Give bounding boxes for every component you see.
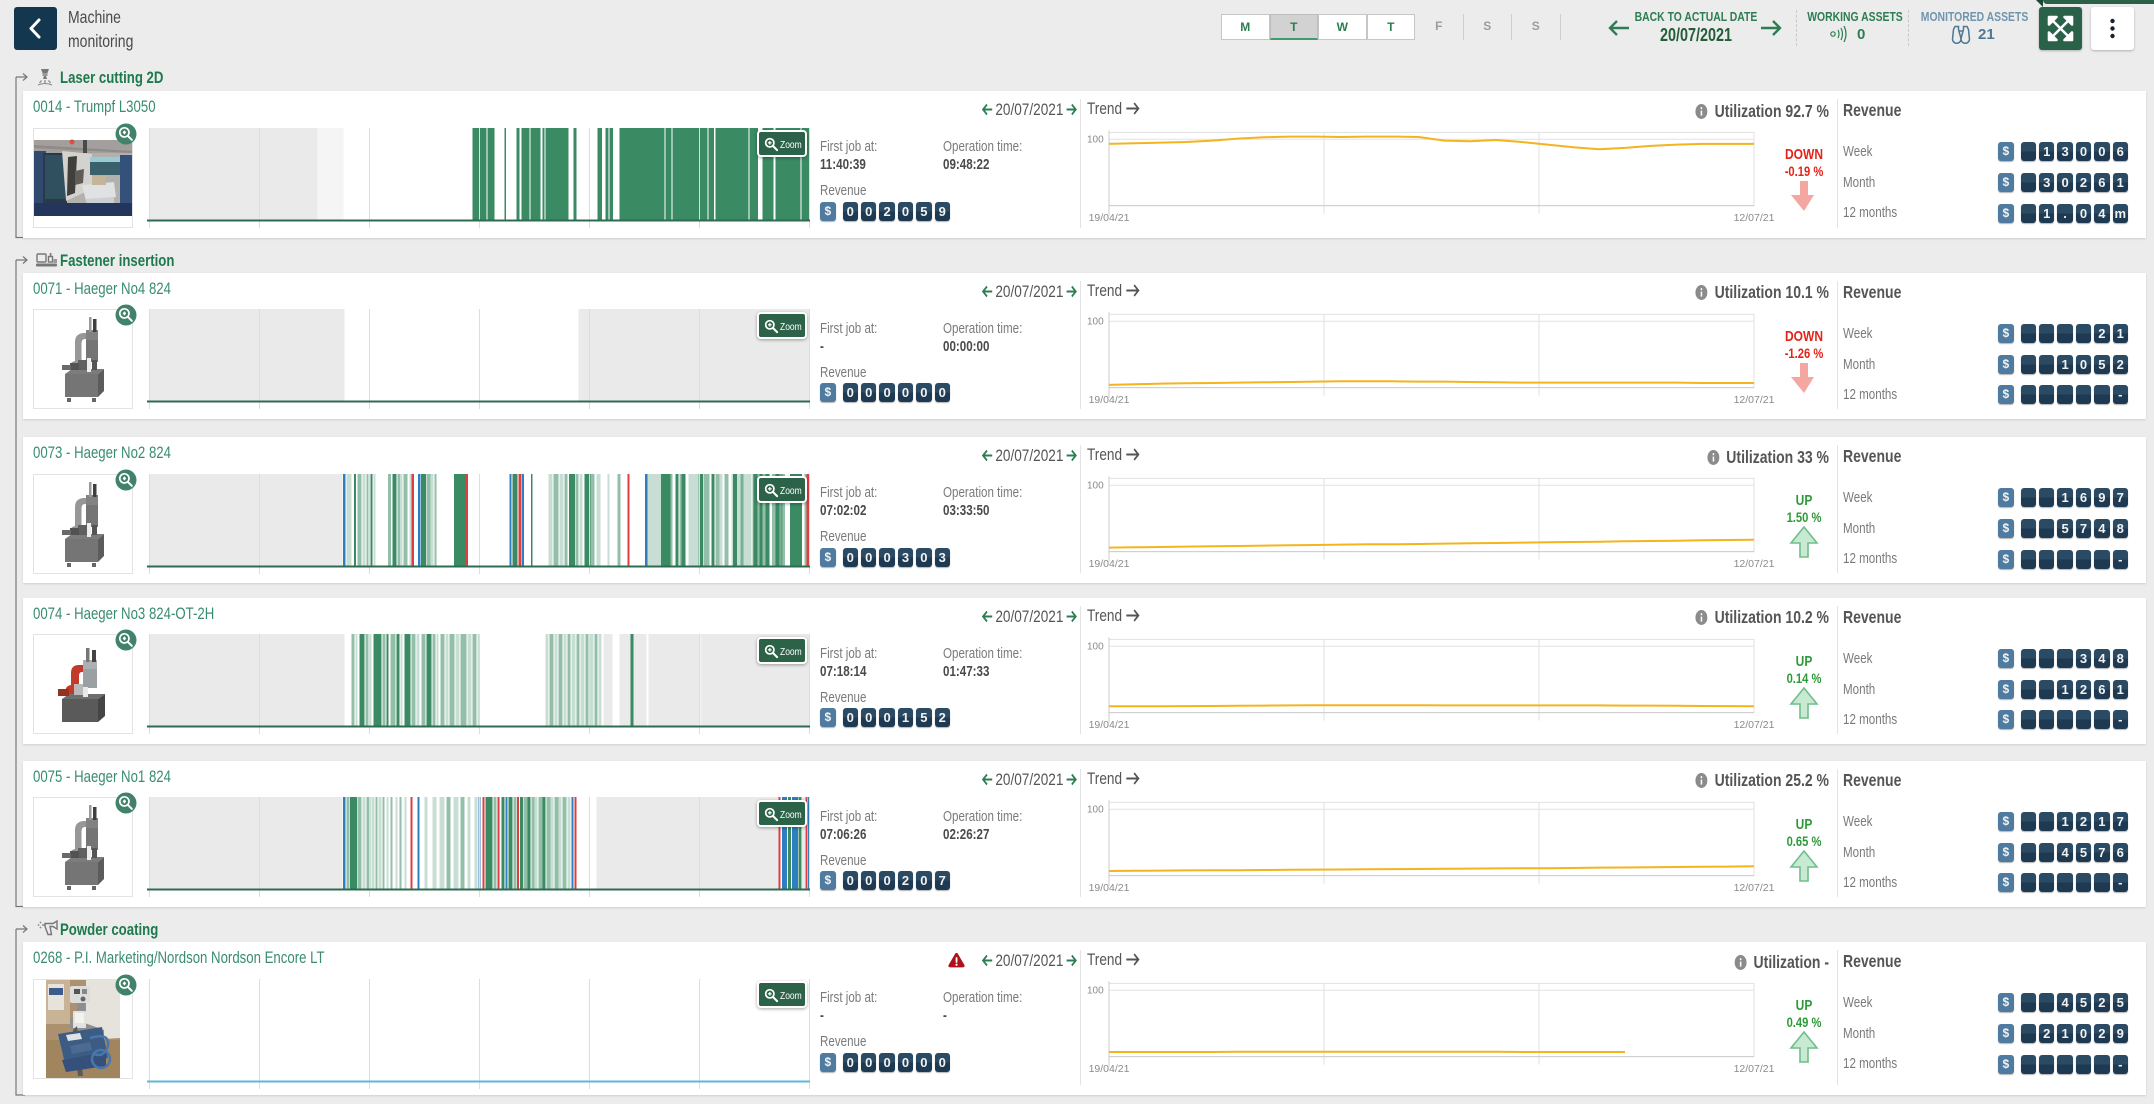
svg-text:19/04/21: 19/04/21: [1089, 882, 1130, 894]
svg-text:100: 100: [1087, 641, 1104, 652]
svg-text:12/07/21: 12/07/21: [1734, 394, 1775, 406]
svg-text:100: 100: [1087, 804, 1104, 815]
svg-text:100: 100: [1087, 135, 1104, 146]
svg-text:19/04/21: 19/04/21: [1089, 212, 1130, 224]
svg-text:19/04/21: 19/04/21: [1089, 394, 1130, 406]
svg-text:100: 100: [1087, 481, 1104, 492]
svg-text:100: 100: [1087, 316, 1104, 327]
svg-text:12/07/21: 12/07/21: [1734, 719, 1775, 731]
svg-text:12/07/21: 12/07/21: [1734, 558, 1775, 570]
svg-text:12/07/21: 12/07/21: [1734, 212, 1775, 224]
svg-text:19/04/21: 19/04/21: [1089, 558, 1130, 570]
svg-text:100: 100: [1087, 986, 1104, 997]
svg-text:12/07/21: 12/07/21: [1734, 882, 1775, 894]
svg-text:19/04/21: 19/04/21: [1089, 1063, 1130, 1075]
svg-text:12/07/21: 12/07/21: [1734, 1063, 1775, 1075]
svg-text:19/04/21: 19/04/21: [1089, 719, 1130, 731]
